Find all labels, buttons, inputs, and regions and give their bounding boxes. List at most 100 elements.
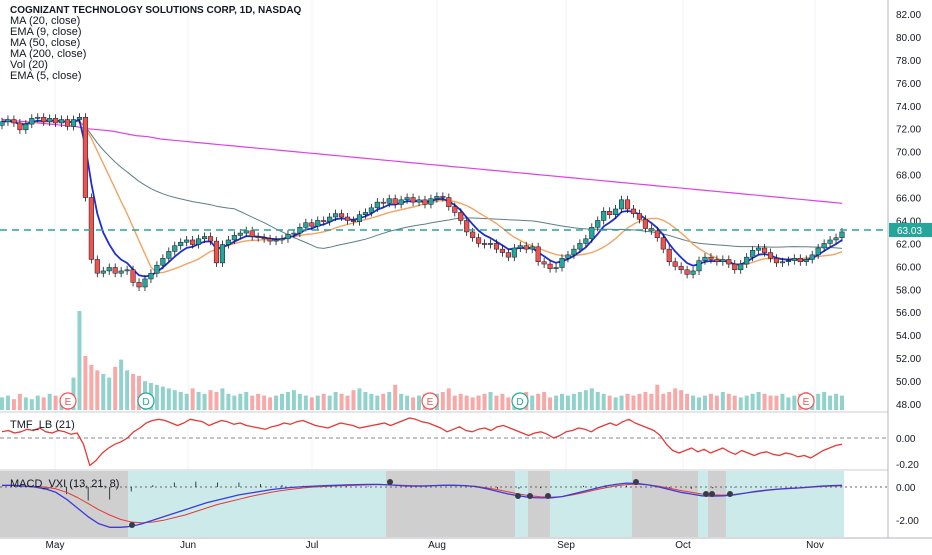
candle-body	[148, 272, 154, 280]
macd-title: MACD_VXI (13, 21, 8)	[10, 478, 119, 490]
volume-bar	[697, 397, 702, 410]
candle-body	[213, 240, 220, 264]
volume-bar	[834, 393, 839, 410]
candle-body	[35, 116, 41, 119]
volume-bar	[166, 388, 171, 410]
volume-bar	[262, 395, 267, 410]
volume-bar	[655, 384, 660, 410]
candle-body	[231, 235, 237, 241]
volume-bar	[268, 397, 273, 410]
candle-body	[416, 199, 422, 203]
volume-bar	[679, 390, 684, 410]
last-price-tag: 63.03	[889, 223, 932, 237]
macd-pane[interactable]	[0, 479, 888, 528]
last-price-label: 63.03	[897, 226, 922, 237]
candle-body	[767, 252, 774, 259]
volume-bar	[178, 392, 183, 410]
candle-body	[821, 243, 827, 249]
tmf-pane[interactable]	[0, 417, 888, 467]
macd-cross-dot	[545, 493, 551, 499]
candle-body	[11, 119, 17, 124]
volume-bar	[452, 395, 457, 410]
price-axis-labels: 82.00 80.00 78.00 76.00 74.00 72.00 70.00 68.00…	[896, 10, 921, 411]
volume-bar	[720, 392, 725, 410]
candle-body	[839, 231, 845, 238]
candle-body	[76, 116, 82, 120]
candle-body	[660, 237, 666, 250]
price-tick: 62.00	[896, 239, 921, 250]
price-tick: 64.00	[896, 216, 921, 227]
time-label: Sep	[557, 540, 575, 550]
candlesticks	[0, 113, 845, 292]
moving-averages	[1, 118, 843, 278]
volume-bar	[768, 395, 773, 410]
candle-body	[499, 248, 505, 253]
candle-body	[17, 122, 23, 131]
volume-bar	[494, 395, 499, 410]
time-label: Nov	[806, 540, 824, 550]
candle-body	[321, 220, 327, 222]
macd-cross-dot	[709, 491, 715, 497]
candle-body	[726, 259, 732, 265]
candle-body	[672, 261, 678, 267]
candle-body	[720, 259, 726, 263]
candle-body	[642, 219, 648, 229]
candle-body	[779, 261, 785, 264]
candle-body	[202, 236, 208, 240]
volume-bar	[714, 395, 719, 410]
candle-body	[118, 270, 124, 274]
volume-bar	[119, 359, 124, 410]
volume-bar	[89, 365, 94, 410]
volume-bar	[345, 395, 350, 410]
candle-body	[815, 247, 821, 256]
indicator-legend[interactable]: EMA (5, close)	[10, 70, 82, 82]
symbol-title[interactable]: COGNIZANT TECHNOLOGY SOLUTIONS CORP, 1D,…	[10, 5, 302, 16]
volume-bar	[506, 397, 511, 410]
macd-regime-band	[632, 471, 698, 537]
indicator-legend[interactable]: MA (50, close)	[10, 37, 81, 49]
indicator-legend[interactable]: EMA (9, close)	[10, 26, 82, 38]
macd-line	[2, 482, 843, 528]
candle-body	[476, 237, 482, 244]
price-axis[interactable]	[888, 0, 932, 550]
macd-regime-band	[515, 471, 528, 537]
indicator-legend[interactable]: Vol (20)	[10, 59, 48, 71]
candle-body	[583, 238, 589, 244]
volume-bar	[500, 393, 505, 410]
candle-body	[398, 199, 404, 205]
volume-bar	[786, 397, 791, 410]
price-pane[interactable]	[0, 0, 888, 412]
candle-body	[773, 258, 780, 264]
volume-bar	[381, 393, 386, 410]
price-tick: 66.00	[896, 194, 921, 205]
candle-body	[738, 263, 744, 271]
candle-body	[41, 116, 47, 123]
candle-body	[82, 116, 88, 198]
macd-regime-band	[386, 471, 515, 537]
candle-body	[630, 208, 637, 214]
candle-body	[654, 230, 660, 238]
volume-bar	[488, 392, 493, 410]
candle-body	[547, 263, 553, 269]
volume-bar	[321, 393, 326, 410]
volume-bar	[47, 393, 52, 410]
volume-bar	[387, 392, 392, 410]
volume-bar	[274, 395, 279, 410]
candle-body	[315, 220, 321, 227]
indicator-legend[interactable]: MA (200, close)	[10, 48, 87, 60]
volume-bar	[23, 397, 28, 410]
candle-body	[446, 197, 452, 207]
price-tick: 50.00	[896, 377, 921, 388]
candle-body	[797, 258, 803, 263]
time-label: Aug	[428, 540, 446, 550]
volume-bar	[417, 395, 422, 410]
volume-bar	[536, 393, 541, 410]
volume-bar	[250, 395, 255, 410]
indicator-legend[interactable]: MA (20, close)	[10, 15, 81, 27]
candle-body	[732, 263, 738, 271]
time-label: Jul	[306, 540, 319, 550]
volume-bar	[446, 388, 451, 410]
candle-body	[571, 248, 577, 256]
earnings-marker	[421, 392, 439, 410]
